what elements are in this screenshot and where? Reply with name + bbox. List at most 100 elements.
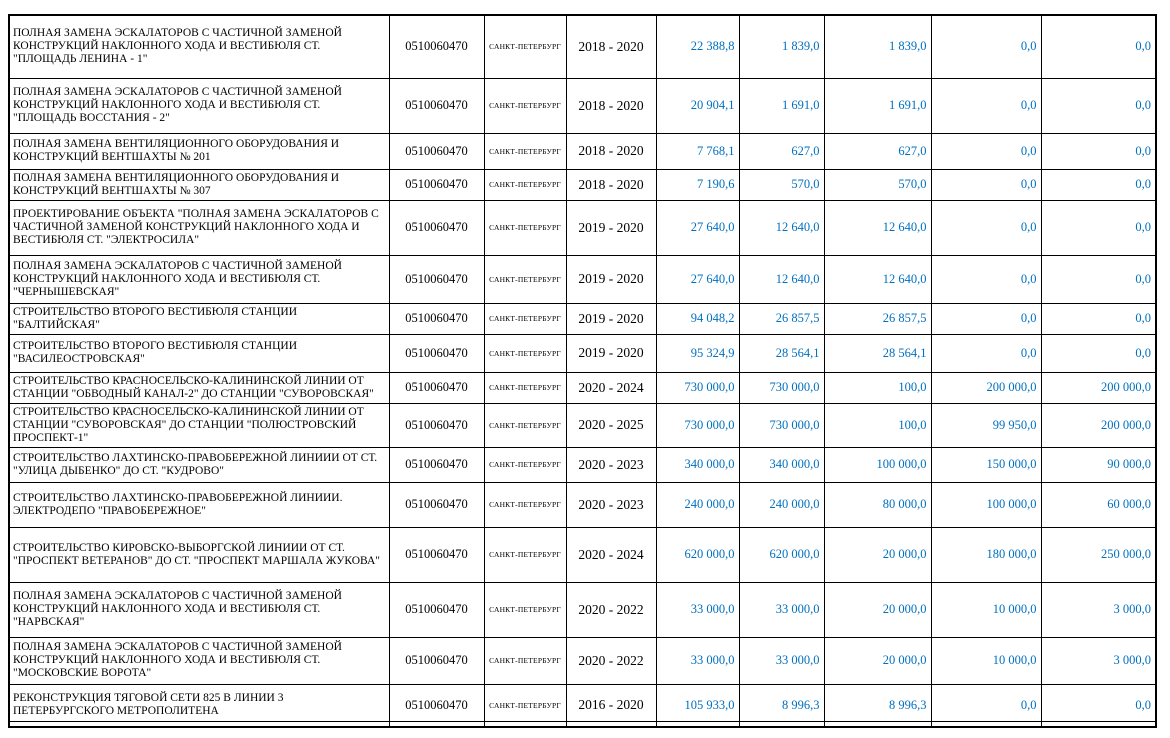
table-row: ПОЛНАЯ ЗАМЕНА ЭСКАЛАТОРОВ С ЧАСТИЧНОЙ ЗА…	[8, 77, 1157, 134]
years-range-cell: 2018 - 2020	[565, 168, 657, 201]
amount-cell: 8 996,3	[823, 683, 932, 728]
amount-cell: 10 000,0	[930, 636, 1042, 685]
city-cell: САНКТ-ПЕТЕРБУРГ	[483, 481, 567, 528]
years-range-cell: 2020 - 2025	[565, 402, 657, 448]
table-row: СТРОИТЕЛЬСТВО КИРОВСКО-ВЫБОРГСКОЙ ЛИНИИИ…	[8, 526, 1157, 583]
amount-cell: 0,0	[930, 77, 1042, 134]
amount-cell: 20 000,0	[823, 581, 932, 638]
project-name-cell: ПОЛНАЯ ЗАМЕНА ЭСКАЛАТОРОВ С ЧАСТИЧНОЙ ЗА…	[8, 636, 390, 685]
amount-cell: 0,0	[930, 683, 1042, 728]
amount-cell: 1 691,0	[738, 77, 825, 134]
amount-cell: 33 000,0	[655, 636, 740, 685]
amount-cell: 20 904,1	[655, 77, 740, 134]
city-cell: САНКТ-ПЕТЕРБУРГ	[483, 168, 567, 201]
city-cell: САНКТ-ПЕТЕРБУРГ	[483, 446, 567, 483]
amount-cell: 627,0	[738, 132, 825, 170]
amount-cell: 0,0	[1040, 199, 1157, 256]
amount-cell: 730 000,0	[738, 371, 825, 404]
table-row: СТРОИТЕЛЬСТВО КРАСНОСЕЛЬСКО-КАЛИНИНСКОЙ …	[8, 402, 1157, 448]
amount-cell: 200 000,0	[1040, 371, 1157, 404]
amount-cell: 200 000,0	[930, 371, 1042, 404]
amount-cell: 94 048,2	[655, 302, 740, 335]
amount-cell: 340 000,0	[655, 446, 740, 483]
city-cell: САНКТ-ПЕТЕРБУРГ	[483, 581, 567, 638]
table-row: ПОЛНАЯ ЗАМЕНА ЭСКАЛАТОРОВ С ЧАСТИЧНОЙ ЗА…	[8, 581, 1157, 638]
city-cell: САНКТ-ПЕТЕРБУРГ	[483, 636, 567, 685]
amount-cell: 27 640,0	[655, 199, 740, 256]
amount-cell: 7 768,1	[655, 132, 740, 170]
amount-cell: 240 000,0	[738, 481, 825, 528]
years-range-cell: 2020 - 2022	[565, 636, 657, 685]
amount-cell: 0,0	[1040, 302, 1157, 335]
amount-cell: 1 839,0	[738, 14, 825, 79]
amount-cell: 33 000,0	[738, 636, 825, 685]
project-name-cell: СТРОИТЕЛЬСТВО ВТОРОГО ВЕСТИБЮЛЯ СТАНЦИИ …	[8, 302, 390, 335]
project-name-cell: ПОЛНАЯ ЗАМЕНА ВЕНТИЛЯЦИОННОГО ОБОРУДОВАН…	[8, 132, 390, 170]
budget-code-cell: 0510060470	[388, 446, 485, 483]
amount-cell: 0,0	[930, 302, 1042, 335]
budget-code-cell: 0510060470	[388, 77, 485, 134]
project-name-cell: РЕКОНСТРУКЦИЯ ТЯГОВОЙ СЕТИ 825 В ЛИНИИ 3…	[8, 683, 390, 728]
table-row: ПОЛНАЯ ЗАМЕНА ЭСКАЛАТОРОВ С ЧАСТИЧНОЙ ЗА…	[8, 254, 1157, 304]
project-name-cell: ПОЛНАЯ ЗАМЕНА ВЕНТИЛЯЦИОННОГО ОБОРУДОВАН…	[8, 168, 390, 201]
years-range-cell: 2018 - 2020	[565, 77, 657, 134]
amount-cell: 250 000,0	[1040, 526, 1157, 583]
amount-cell: 200 000,0	[1040, 402, 1157, 448]
amount-cell: 3 000,0	[1040, 581, 1157, 638]
amount-cell: 20 000,0	[823, 636, 932, 685]
amount-cell: 730 000,0	[655, 402, 740, 448]
amount-cell: 730 000,0	[655, 371, 740, 404]
years-range-cell: 2020 - 2024	[565, 371, 657, 404]
city-cell: САНКТ-ПЕТЕРБУРГ	[483, 402, 567, 448]
amount-cell: 240 000,0	[655, 481, 740, 528]
amount-cell: 0,0	[1040, 168, 1157, 201]
budget-code-cell: 0510060470	[388, 581, 485, 638]
budget-code-cell: 0510060470	[388, 199, 485, 256]
amount-cell: 3 000,0	[1040, 636, 1157, 685]
amount-cell: 33 000,0	[738, 581, 825, 638]
amount-cell: 570,0	[823, 168, 932, 201]
project-name-cell: СТРОИТЕЛЬСТВО ЛАХТИНСКО-ПРАВОБЕРЕЖНОЙ ЛИ…	[8, 481, 390, 528]
budget-code-cell: 0510060470	[388, 254, 485, 304]
amount-cell: 620 000,0	[655, 526, 740, 583]
years-range-cell: 2019 - 2020	[565, 302, 657, 335]
amount-cell: 150 000,0	[930, 446, 1042, 483]
amount-cell: 26 857,5	[738, 302, 825, 335]
project-name-cell: СТРОИТЕЛЬСТВО КРАСНОСЕЛЬСКО-КАЛИНИНСКОЙ …	[8, 402, 390, 448]
budget-code-cell: 0510060470	[388, 526, 485, 583]
budget-code-cell: 0510060470	[388, 168, 485, 201]
amount-cell: 27 640,0	[655, 254, 740, 304]
budget-code-cell: 0510060470	[388, 683, 485, 728]
amount-cell: 1 839,0	[823, 14, 932, 79]
city-cell: САНКТ-ПЕТЕРБУРГ	[483, 254, 567, 304]
project-name-cell: ПОЛНАЯ ЗАМЕНА ЭСКАЛАТОРОВ С ЧАСТИЧНОЙ ЗА…	[8, 581, 390, 638]
years-range-cell: 2018 - 2020	[565, 132, 657, 170]
amount-cell: 1 691,0	[823, 77, 932, 134]
years-range-cell: 2019 - 2020	[565, 199, 657, 256]
city-cell: САНКТ-ПЕТЕРБУРГ	[483, 77, 567, 134]
budget-code-cell: 0510060470	[388, 371, 485, 404]
budget-code-cell: 0510060470	[388, 402, 485, 448]
amount-cell: 627,0	[823, 132, 932, 170]
project-name-cell: ПОЛНАЯ ЗАМЕНА ЭСКАЛАТОРОВ С ЧАСТИЧНОЙ ЗА…	[8, 254, 390, 304]
project-name-cell: ПОЛНАЯ ЗАМЕНА ЭСКАЛАТОРОВ С ЧАСТИЧНОЙ ЗА…	[8, 14, 390, 79]
amount-cell: 0,0	[930, 168, 1042, 201]
project-name-cell: СТРОИТЕЛЬСТВО КРАСНОСЕЛЬСКО-КАЛИНИНСКОЙ …	[8, 371, 390, 404]
project-name-cell: СТРОИТЕЛЬСТВО КИРОВСКО-ВЫБОРГСКОЙ ЛИНИИИ…	[8, 526, 390, 583]
amount-cell: 99 950,0	[930, 402, 1042, 448]
table-row: ПОЛНАЯ ЗАМЕНА ЭСКАЛАТОРОВ С ЧАСТИЧНОЙ ЗА…	[8, 14, 1157, 79]
amount-cell: 10 000,0	[930, 581, 1042, 638]
years-range-cell: 2019 - 2020	[565, 333, 657, 373]
table-row: СТРОИТЕЛЬСТВО ВТОРОГО ВЕСТИБЮЛЯ СТАНЦИИ …	[8, 333, 1157, 373]
project-name-cell: ПОЛНАЯ ЗАМЕНА ЭСКАЛАТОРОВ С ЧАСТИЧНОЙ ЗА…	[8, 77, 390, 134]
amount-cell: 7 190,6	[655, 168, 740, 201]
city-cell: САНКТ-ПЕТЕРБУРГ	[483, 302, 567, 335]
amount-cell: 105 933,0	[655, 683, 740, 728]
amount-cell: 90 000,0	[1040, 446, 1157, 483]
budget-projects-table-body: ПОЛНАЯ ЗАМЕНА ЭСКАЛАТОРОВ С ЧАСТИЧНОЙ ЗА…	[8, 14, 1157, 728]
amount-cell: 60 000,0	[1040, 481, 1157, 528]
table-row: ПОЛНАЯ ЗАМЕНА ВЕНТИЛЯЦИОННОГО ОБОРУДОВАН…	[8, 132, 1157, 170]
amount-cell: 12 640,0	[823, 254, 932, 304]
amount-cell: 0,0	[1040, 14, 1157, 79]
